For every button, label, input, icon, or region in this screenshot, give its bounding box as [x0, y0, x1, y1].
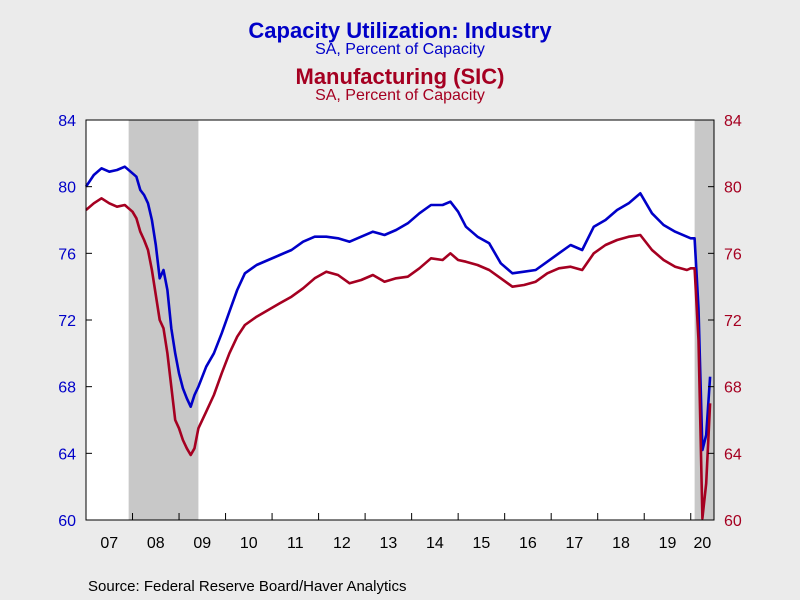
x-axis-tick-label: 18	[612, 535, 630, 552]
right-axis-tick-label: 72	[724, 313, 742, 330]
x-axis-tick-label: 19	[659, 535, 677, 552]
left-axis-tick-label: 80	[58, 180, 76, 197]
x-axis-tick-label: 11	[287, 535, 304, 552]
x-axis-tick-label: 09	[193, 535, 211, 552]
x-axis-tick-label: 08	[147, 535, 165, 552]
left-axis-tick-label: 60	[58, 513, 76, 530]
x-axis-tick-label: 12	[333, 535, 351, 552]
x-axis-tick-label: 13	[379, 535, 397, 552]
chart-title: Capacity Utilization: Industry	[248, 18, 552, 43]
left-axis-tick-label: 68	[58, 380, 76, 397]
chart-title-2: Manufacturing (SIC)	[295, 64, 505, 89]
right-axis-tick-label: 76	[724, 246, 742, 263]
left-axis-tick-label: 76	[58, 246, 76, 263]
left-axis-tick-label: 64	[58, 446, 76, 463]
x-axis-tick-label: 14	[426, 535, 444, 552]
x-axis-tick-label: 07	[100, 535, 118, 552]
right-axis-tick-label: 80	[724, 180, 742, 197]
chart-subtitle-2: SA, Percent of Capacity	[315, 87, 485, 104]
left-axis-tick-label: 84	[58, 113, 76, 130]
chart-subtitle: SA, Percent of Capacity	[315, 41, 485, 58]
right-axis-tick-label: 64	[724, 446, 742, 463]
right-axis-tick-label: 84	[724, 113, 742, 130]
recession-band	[128, 120, 199, 520]
right-axis-tick-label: 68	[724, 380, 742, 397]
manufacturing-series-line	[85, 197, 712, 520]
x-axis-tick-label: 20	[693, 535, 711, 552]
source-note: Source: Federal Reserve Board/Haver Anal…	[88, 578, 407, 595]
x-axis-tick-label: 10	[240, 535, 258, 552]
x-axis-tick-label: 15	[473, 535, 491, 552]
industry-series-line	[84, 165, 712, 452]
left-axis-tick-label: 72	[58, 313, 76, 330]
x-axis-tick-label: 17	[566, 535, 584, 552]
right-axis-tick-label: 60	[724, 513, 742, 530]
x-axis-tick-label: 16	[519, 535, 537, 552]
